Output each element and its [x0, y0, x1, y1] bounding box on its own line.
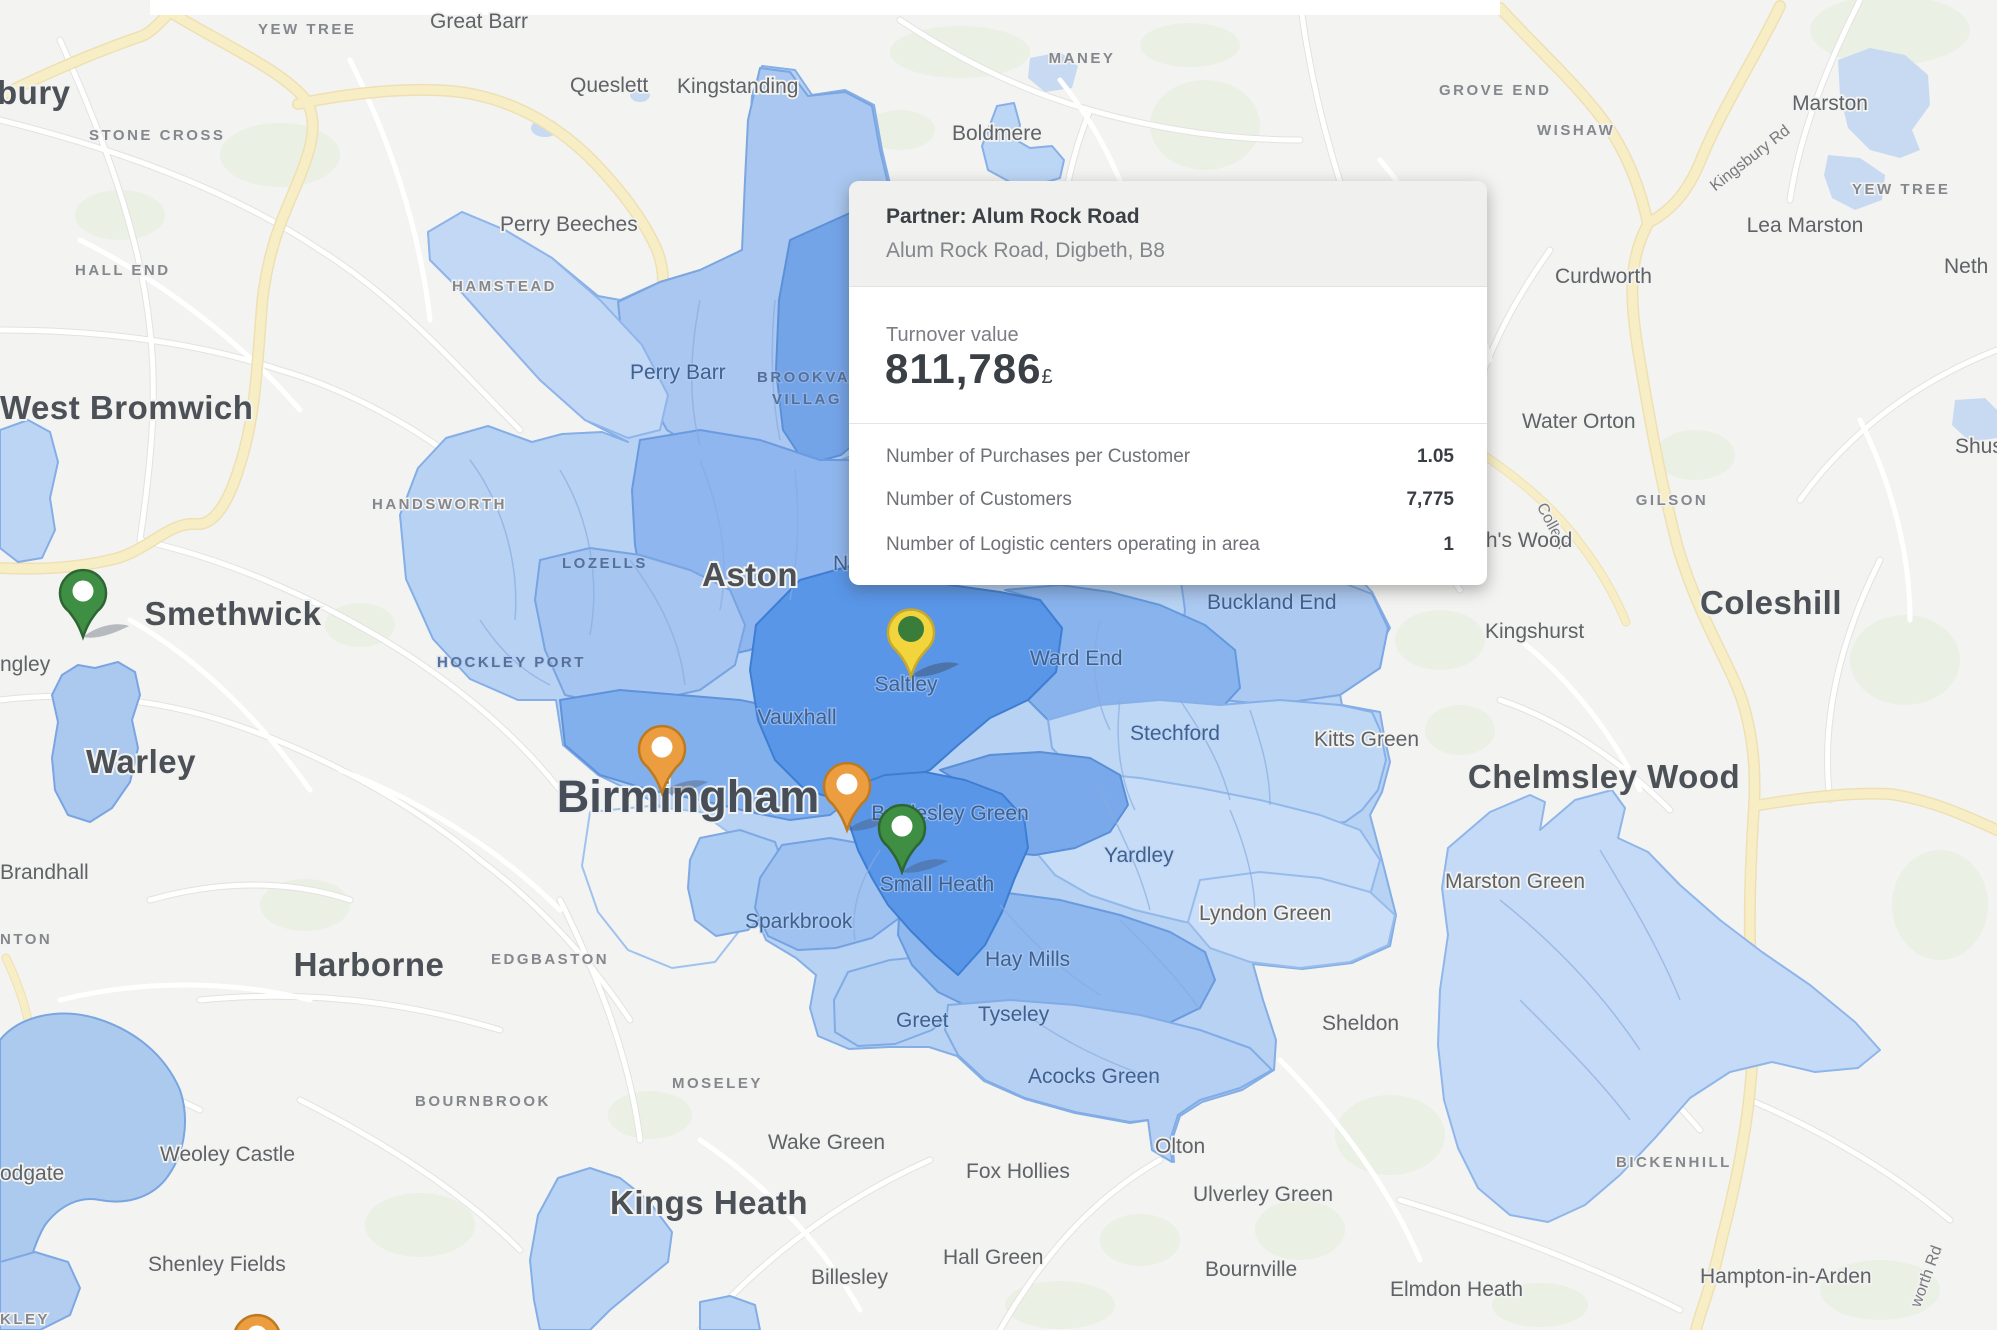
- svg-text:Stechford: Stechford: [1130, 722, 1220, 745]
- svg-text:Perry Barr: Perry Barr: [630, 361, 726, 384]
- svg-text:Greet: Greet: [896, 1009, 949, 1032]
- svg-text:Wake Green: Wake Green: [768, 1131, 885, 1154]
- svg-text:Marston Green: Marston Green: [1445, 870, 1585, 893]
- svg-text:Water Orton: Water Orton: [1522, 410, 1636, 433]
- svg-text:YEW TREE: YEW TREE: [1852, 181, 1950, 198]
- svg-text:Curdworth: Curdworth: [1555, 265, 1652, 288]
- svg-text:EDGBASTON: EDGBASTON: [491, 951, 609, 968]
- svg-text:Brandhall: Brandhall: [0, 861, 89, 884]
- svg-text:bury: bury: [0, 74, 71, 111]
- svg-text:BROOKVA: BROOKVA: [757, 369, 850, 386]
- svg-text:Saltley: Saltley: [874, 673, 938, 696]
- svg-text:KLEY: KLEY: [0, 1311, 50, 1328]
- svg-text:Shenley Fields: Shenley Fields: [148, 1253, 286, 1276]
- svg-text:Great Barr: Great Barr: [430, 10, 528, 33]
- svg-text:Hay Mills: Hay Mills: [985, 948, 1070, 971]
- svg-text:LOZELLS: LOZELLS: [562, 555, 648, 572]
- svg-text:Kings Heath: Kings Heath: [610, 1184, 808, 1221]
- svg-text:Shus: Shus: [1955, 435, 1997, 458]
- svg-text:Warley: Warley: [86, 743, 196, 780]
- svg-text:BOURNBROOK: BOURNBROOK: [415, 1093, 551, 1110]
- svg-text:Tyseley: Tyseley: [978, 1003, 1050, 1026]
- svg-text:Elmdon Heath: Elmdon Heath: [1390, 1278, 1523, 1301]
- svg-text:West Bromwich: West Bromwich: [0, 389, 253, 426]
- svg-text:Weoley Castle: Weoley Castle: [160, 1143, 295, 1166]
- svg-text:Acocks Green: Acocks Green: [1028, 1065, 1160, 1088]
- svg-text:HOCKLEY PORT: HOCKLEY PORT: [437, 654, 586, 671]
- svg-text:Small Heath: Small Heath: [880, 873, 994, 896]
- svg-text:Buckland End: Buckland End: [1207, 591, 1337, 614]
- svg-text:Ward End: Ward End: [1030, 647, 1123, 670]
- svg-text:Chelmsley Wood: Chelmsley Wood: [1468, 758, 1740, 795]
- svg-text:Sparkbrook: Sparkbrook: [745, 910, 853, 933]
- svg-text:Olton: Olton: [1155, 1135, 1205, 1158]
- svg-text:Ulverley Green: Ulverley Green: [1193, 1183, 1333, 1206]
- svg-text:N: N: [833, 552, 848, 575]
- svg-text:Lyndon Green: Lyndon Green: [1199, 902, 1331, 925]
- svg-text:Harborne: Harborne: [294, 946, 445, 983]
- svg-text:Perry Beeches: Perry Beeches: [500, 213, 638, 236]
- svg-text:Lea Marston: Lea Marston: [1747, 214, 1864, 237]
- svg-text:Fox Hollies: Fox Hollies: [966, 1160, 1070, 1183]
- svg-text:Coleshill: Coleshill: [1700, 584, 1842, 621]
- svg-text:YEW TREE: YEW TREE: [258, 21, 356, 38]
- svg-text:GROVE END: GROVE END: [1439, 82, 1552, 99]
- svg-text:NTON: NTON: [0, 931, 52, 948]
- svg-text:Sheldon: Sheldon: [1322, 1012, 1399, 1035]
- svg-text:Vauxhall: Vauxhall: [758, 706, 837, 729]
- svg-text:Aston: Aston: [702, 556, 798, 593]
- svg-text:Boldmere: Boldmere: [952, 122, 1042, 145]
- svg-text:WISHAW: WISHAW: [1537, 122, 1615, 139]
- svg-text:Kingshurst: Kingshurst: [1485, 620, 1584, 643]
- svg-text:Birmingham: Birmingham: [557, 771, 820, 822]
- svg-text:Billesley: Billesley: [811, 1266, 889, 1289]
- svg-text:BICKENHILL: BICKENHILL: [1616, 1154, 1732, 1171]
- svg-text:Smethwick: Smethwick: [145, 595, 322, 632]
- svg-text:VILLAG: VILLAG: [772, 391, 842, 408]
- svg-text:HANDSWORTH: HANDSWORTH: [372, 496, 507, 513]
- svg-text:Hall Green: Hall Green: [943, 1246, 1043, 1269]
- svg-text:ngley: ngley: [0, 653, 51, 676]
- svg-text:Neth: Neth: [1944, 255, 1988, 278]
- svg-text:Bournville: Bournville: [1205, 1258, 1297, 1281]
- svg-text:Hampton-in-Arden: Hampton-in-Arden: [1700, 1265, 1872, 1288]
- svg-text:GILSON: GILSON: [1636, 492, 1709, 509]
- svg-text:odgate: odgate: [0, 1162, 64, 1185]
- svg-text:MOSELEY: MOSELEY: [672, 1075, 763, 1092]
- svg-text:MANEY: MANEY: [1049, 50, 1116, 67]
- svg-text:Kitts Green: Kitts Green: [1314, 728, 1419, 751]
- svg-text:Kingstanding: Kingstanding: [677, 75, 798, 98]
- svg-text:STONE CROSS: STONE CROSS: [89, 127, 225, 144]
- svg-text:Marston: Marston: [1792, 92, 1868, 115]
- svg-text:th's Wood: th's Wood: [1480, 529, 1572, 552]
- svg-text:Queslett: Queslett: [570, 74, 648, 97]
- svg-text:HALL END: HALL END: [75, 262, 171, 279]
- svg-text:Yardley: Yardley: [1104, 844, 1174, 867]
- svg-text:HAMSTEAD: HAMSTEAD: [452, 278, 557, 295]
